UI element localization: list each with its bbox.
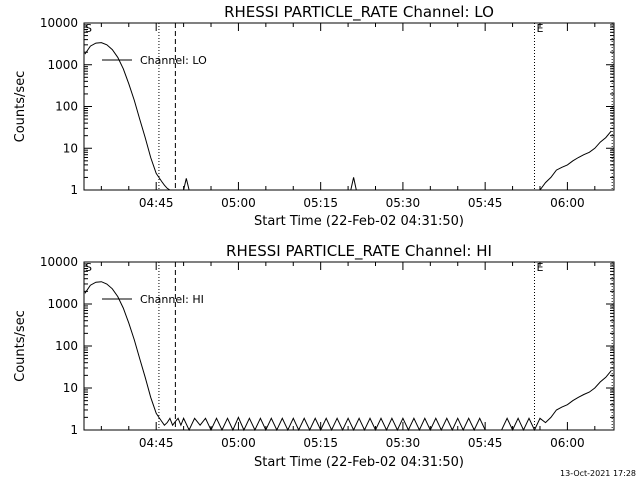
y-tick-label: 10 (63, 381, 78, 395)
y-tick-label: 100 (55, 100, 78, 114)
x-tick-label: 05:00 (221, 196, 256, 210)
x-tick-label: 05:45 (468, 196, 503, 210)
x-axis-label: Start Time (22-Feb-02 04:31:50) (254, 455, 464, 470)
x-tick-label: 06:00 (550, 436, 585, 450)
end-marker: E (537, 261, 544, 274)
y-tick-label: 1000 (47, 297, 78, 311)
x-tick-label: 06:00 (550, 196, 585, 210)
footer-timestamp: 13-Oct-2021 17:28 (560, 469, 636, 478)
x-tick-label: 04:45 (139, 196, 174, 210)
y-axis-label: Counts/sec (13, 310, 28, 382)
series-line-1 (84, 281, 612, 432)
y-tick-label: 1000 (47, 58, 78, 72)
y-tick-label: 10 (63, 141, 78, 155)
y-tick-label: 1 (70, 423, 78, 437)
chart-panel-2: RHESSI PARTICLE_RATE Channel: HI 1 10 100 10… (13, 242, 615, 470)
x-tick-label: 04:45 (139, 436, 174, 450)
y-tick-label: 100 (55, 339, 78, 353)
legend-label: Channel: LO (140, 54, 207, 67)
y-tick-label: 10000 (40, 16, 78, 30)
x-tick-label: 05:30 (386, 196, 421, 210)
chart-title: RHESSI PARTICLE_RATE Channel: LO (224, 3, 494, 22)
x-tick-label: 05:45 (468, 436, 503, 450)
series-line-1 (84, 42, 612, 191)
x-tick-label: 05:00 (221, 436, 256, 450)
start-marker: S (85, 22, 92, 35)
legend-label: Channel: HI (140, 293, 204, 306)
y-tick-label: 10000 (40, 255, 78, 269)
x-tick-label: 05:30 (386, 436, 421, 450)
x-tick-label: 05:15 (303, 196, 338, 210)
start-marker: S (85, 261, 92, 274)
chart-panel-1: RHESSI PARTICLE_RATE Channel: LO 1 10 100 10… (13, 3, 615, 229)
y-axis-label: Counts/sec (13, 71, 28, 143)
end-marker: E (537, 22, 544, 35)
x-axis-label: Start Time (22-Feb-02 04:31:50) (254, 214, 464, 229)
chart-title: RHESSI PARTICLE_RATE Channel: HI (226, 242, 492, 261)
y-tick-label: 1 (70, 183, 78, 197)
x-tick-label: 05:15 (303, 436, 338, 450)
